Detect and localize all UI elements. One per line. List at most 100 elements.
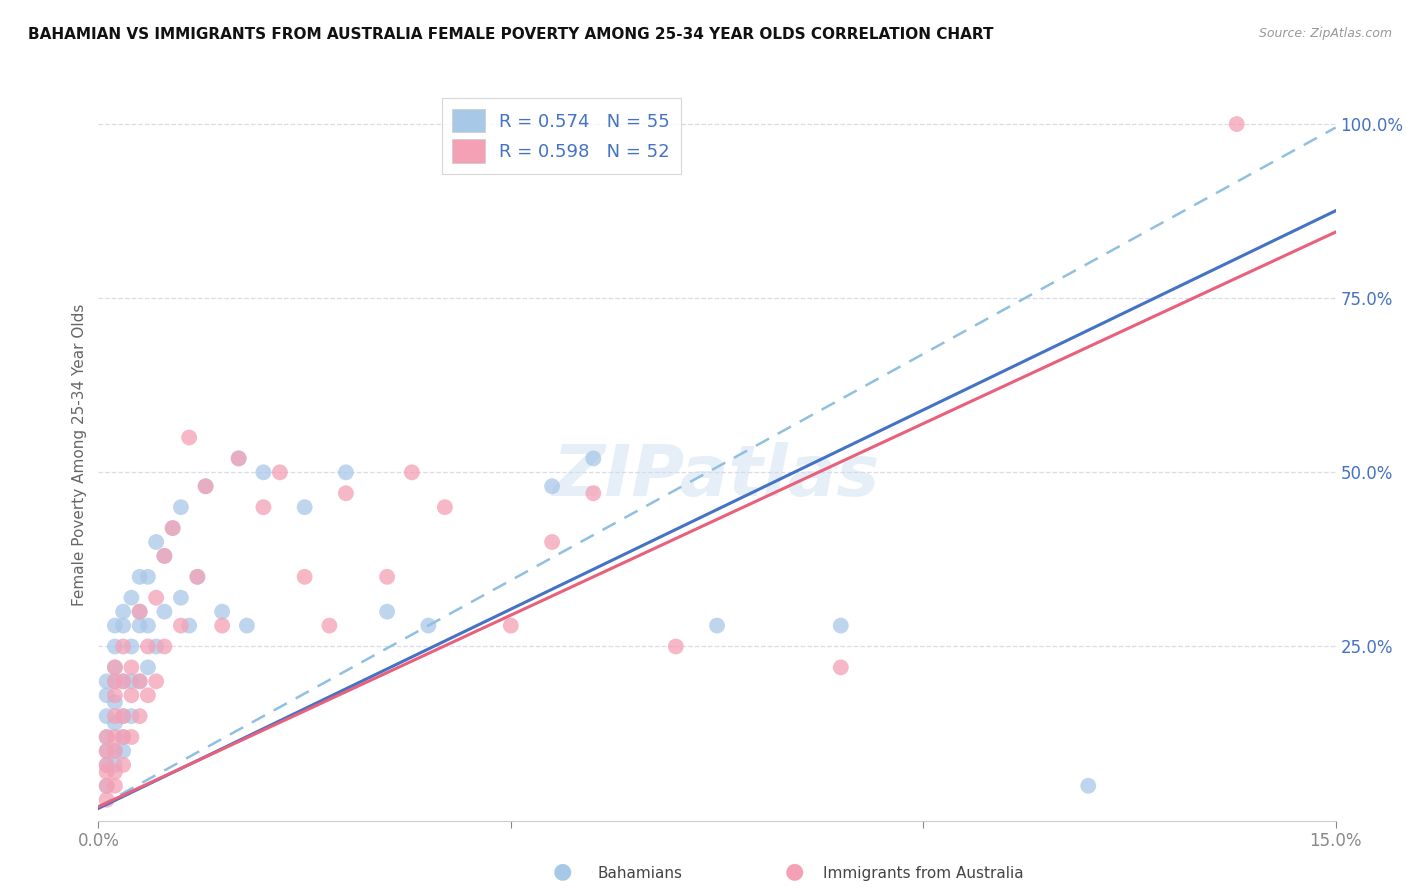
Point (96, 779, 118, 793)
Point (120, 660, 142, 674)
Point (179, 430, 201, 444)
Point (96, 688, 118, 702)
Point (1077, 779, 1099, 793)
Point (128, 605, 150, 619)
Point (104, 744, 127, 758)
Point (541, 479, 564, 493)
Point (96, 730, 118, 744)
Point (136, 570, 159, 584)
Point (112, 674, 135, 689)
Point (112, 640, 135, 654)
Point (104, 688, 127, 702)
Point (104, 716, 127, 731)
Point (104, 779, 127, 793)
Point (112, 730, 135, 744)
Point (706, 618, 728, 632)
Point (145, 674, 167, 689)
Point (104, 764, 127, 779)
Point (96, 744, 118, 758)
Point (269, 466, 291, 480)
Point (104, 660, 127, 674)
Point (252, 466, 274, 480)
Point (104, 660, 127, 674)
Point (104, 674, 127, 689)
Point (104, 709, 127, 723)
Point (194, 479, 217, 493)
Point (228, 451, 250, 466)
Point (194, 479, 217, 493)
Point (96, 779, 118, 793)
Point (236, 618, 259, 632)
Point (401, 466, 423, 480)
Point (153, 549, 176, 563)
Point (136, 660, 159, 674)
Point (294, 570, 316, 584)
Point (96, 764, 118, 779)
Point (541, 535, 564, 549)
Point (112, 605, 135, 619)
Point (136, 688, 159, 702)
Point (112, 709, 135, 723)
Point (162, 521, 184, 535)
Y-axis label: Female Poverty Among 25-34 Year Olds: Female Poverty Among 25-34 Year Olds (72, 304, 87, 606)
Point (128, 570, 150, 584)
Point (120, 640, 142, 654)
Point (153, 605, 176, 619)
Point (112, 730, 135, 744)
Point (128, 709, 150, 723)
Point (104, 618, 127, 632)
Point (104, 674, 127, 689)
Point (294, 500, 316, 515)
Point (96, 758, 118, 772)
Point (128, 674, 150, 689)
Text: BAHAMIAN VS IMMIGRANTS FROM AUSTRALIA FEMALE POVERTY AMONG 25-34 YEAR OLDS CORRE: BAHAMIAN VS IMMIGRANTS FROM AUSTRALIA FE… (28, 27, 994, 42)
Point (120, 709, 142, 723)
Text: Source: ZipAtlas.com: Source: ZipAtlas.com (1258, 27, 1392, 40)
Text: ●: ● (553, 862, 572, 881)
Point (104, 695, 127, 709)
Point (582, 451, 605, 466)
Point (582, 486, 605, 500)
Point (433, 500, 456, 515)
Point (96, 758, 118, 772)
Point (186, 570, 208, 584)
Point (252, 500, 274, 515)
Point (112, 744, 135, 758)
Point (830, 660, 852, 674)
Point (96, 674, 118, 689)
Point (145, 591, 167, 605)
Point (170, 591, 193, 605)
Point (335, 486, 357, 500)
Point (96, 744, 118, 758)
Point (96, 709, 118, 723)
Text: ZIPatlas: ZIPatlas (554, 442, 880, 511)
Text: Immigrants from Australia: Immigrants from Australia (823, 866, 1024, 881)
Point (96, 793, 118, 807)
Point (228, 451, 250, 466)
Point (499, 618, 522, 632)
Point (179, 618, 201, 632)
Point (170, 500, 193, 515)
Point (153, 549, 176, 563)
Point (153, 640, 176, 654)
Point (120, 688, 142, 702)
Point (162, 521, 184, 535)
Point (112, 709, 135, 723)
Text: Bahamians: Bahamians (598, 866, 682, 881)
Point (112, 758, 135, 772)
Point (104, 758, 127, 772)
Point (112, 674, 135, 689)
Point (318, 618, 340, 632)
Point (375, 570, 398, 584)
Text: ●: ● (785, 862, 804, 881)
Legend: R = 0.574   N = 55, R = 0.598   N = 52: R = 0.574 N = 55, R = 0.598 N = 52 (441, 98, 681, 174)
Point (120, 674, 142, 689)
Point (170, 618, 193, 632)
Point (830, 618, 852, 632)
Point (211, 605, 233, 619)
Point (335, 466, 357, 480)
Point (418, 618, 440, 632)
Point (96, 730, 118, 744)
Point (375, 605, 398, 619)
Point (104, 730, 127, 744)
